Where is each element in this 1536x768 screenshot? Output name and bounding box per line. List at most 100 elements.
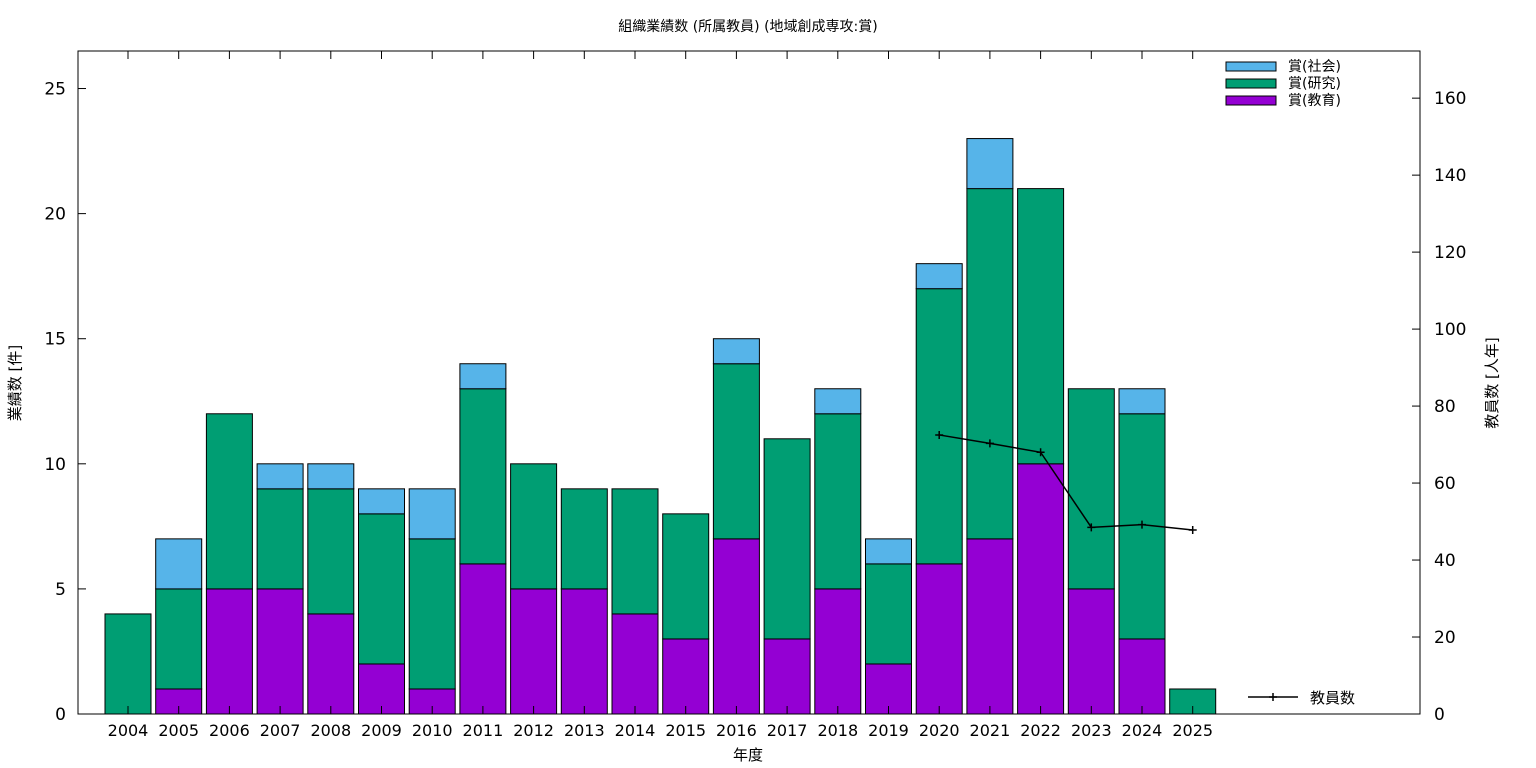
x-tick-label: 2005 <box>158 721 199 740</box>
bar-segment <box>256 488 304 590</box>
x-tick-label: 2006 <box>209 721 250 740</box>
bar-segment <box>915 263 963 290</box>
y-tick-label: 5 <box>55 580 66 600</box>
legend-label: 賞(社会) <box>1288 59 1341 75</box>
y-tick-label: 0 <box>55 705 66 725</box>
y2-tick-label: 120 <box>1434 243 1466 263</box>
bar-segment <box>1118 388 1166 415</box>
line-point <box>1188 526 1197 535</box>
legend-swatch <box>1225 95 1277 106</box>
x-tick-label: 2020 <box>919 721 960 740</box>
line-point <box>1138 520 1146 529</box>
x-tick-label: 2007 <box>260 721 301 740</box>
y2-tick-label: 40 <box>1434 551 1456 571</box>
x-tick-label: 2025 <box>1172 721 1213 740</box>
bar-segment <box>814 588 862 715</box>
bar-segment <box>104 613 152 715</box>
x-tick-label: 2021 <box>970 721 1011 740</box>
x-tick-label: 2015 <box>665 721 706 740</box>
y2-axis-label: 教員数 [人年] <box>1483 337 1501 428</box>
x-tick-label: 2024 <box>1122 721 1163 740</box>
bar-segment <box>966 538 1014 715</box>
x-tick-label: 2018 <box>817 721 858 740</box>
bar-segment <box>966 138 1014 190</box>
y-tick-label: 15 <box>44 330 66 350</box>
legend-label: 賞(研究) <box>1288 76 1341 92</box>
line-point <box>1087 523 1096 532</box>
legend-swatch <box>1225 61 1277 72</box>
bar-segment <box>662 638 710 715</box>
bar-segment <box>662 513 710 640</box>
bar-segment <box>611 613 659 715</box>
bar-segment <box>155 538 203 590</box>
line-series <box>939 434 1193 531</box>
x-axis-label: 年度 <box>733 746 763 764</box>
chart-title: 組織業績数 (所属教員) (地域創成専攻:賞) <box>618 19 877 35</box>
x-tick-label: 2019 <box>868 721 909 740</box>
y-tick-label: 10 <box>44 455 66 475</box>
line-point <box>985 439 994 448</box>
bar-segment <box>865 663 912 715</box>
bar-segment <box>560 488 608 590</box>
bar-segment <box>510 588 558 715</box>
bar-segment <box>358 663 405 715</box>
bar-segment <box>712 363 760 540</box>
y2-tick-label: 100 <box>1434 320 1466 340</box>
legend-line-label: 教員数 <box>1310 689 1355 707</box>
bar-segment <box>712 338 760 365</box>
bar-segment <box>205 588 253 715</box>
x-tick-label: 2011 <box>463 721 504 740</box>
bar-segment <box>408 538 456 690</box>
bar-segment <box>1067 388 1115 590</box>
bar-segment <box>915 563 963 715</box>
x-tick-label: 2013 <box>564 721 605 740</box>
x-tick-label: 2017 <box>767 721 808 740</box>
x-tick-label: 2009 <box>361 721 402 740</box>
bar-segment <box>307 463 355 490</box>
legend: 賞(社会)賞(研究)賞(教育) 教員数 <box>1225 59 1355 707</box>
bar-segment <box>712 538 760 715</box>
x-tick-label: 2010 <box>412 721 453 740</box>
x-tick-label: 2023 <box>1071 721 1112 740</box>
x-tick-label: 2014 <box>615 721 656 740</box>
x-tick-label: 2022 <box>1020 721 1061 740</box>
legend-label: 賞(教育) <box>1288 93 1341 109</box>
bar-segment <box>966 188 1014 540</box>
bar-segment <box>510 463 558 590</box>
bar-segment <box>307 488 355 615</box>
y-tick-label: 20 <box>44 205 66 225</box>
bar-segment <box>155 588 203 690</box>
bar-segment <box>459 563 507 715</box>
bar-segment <box>1067 588 1115 715</box>
y2-tick-label: 140 <box>1434 166 1466 186</box>
bar-segment <box>256 588 304 715</box>
y-tick-label: 25 <box>44 80 66 100</box>
bar-segment <box>408 488 456 540</box>
y2-tick-label: 0 <box>1434 705 1445 725</box>
legend-line-marker <box>1269 693 1277 701</box>
bar-segment <box>358 488 405 515</box>
y-axis-label: 業績数 [件] <box>6 345 24 421</box>
line-point <box>1036 448 1045 457</box>
y2-tick-label: 80 <box>1434 397 1456 417</box>
bar-segment <box>915 288 963 565</box>
bar-segment <box>611 488 659 615</box>
bar-segment <box>1017 188 1065 465</box>
x-tick-label: 2004 <box>108 721 149 740</box>
bar-segment <box>814 388 862 415</box>
bar-segment <box>1017 463 1065 715</box>
plot-frame <box>77 50 1421 715</box>
bar-segment <box>865 538 912 565</box>
legend-swatch <box>1225 78 1277 89</box>
bar-segment <box>459 363 507 390</box>
bar-segment <box>763 638 811 715</box>
x-tick-label: 2016 <box>716 721 757 740</box>
y2-tick-label: 60 <box>1434 474 1456 494</box>
bar-segment <box>358 513 405 665</box>
bar-segment <box>560 588 608 715</box>
bar-segment <box>459 388 507 565</box>
bar-segment <box>256 463 304 490</box>
bar-segment <box>814 413 862 590</box>
